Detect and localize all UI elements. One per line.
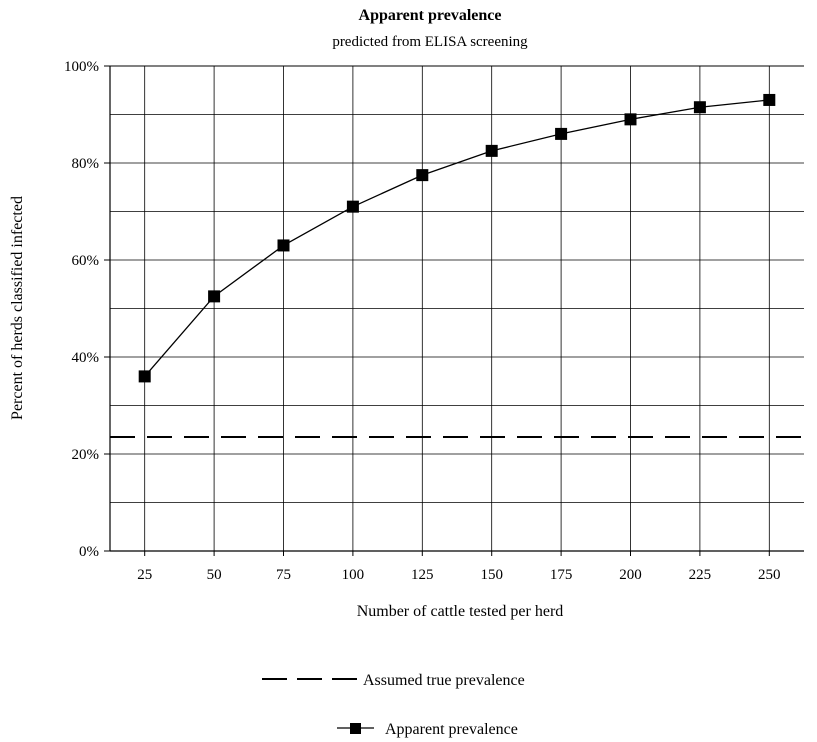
data-point-marker (138, 370, 151, 383)
y-axis-ticks: 0% 20% 40% 60% 80% 100% (64, 59, 110, 560)
y-tick-label: 0% (79, 544, 99, 560)
x-axis-ticks: 25 50 75 100 125 150 175 200 225 250 (137, 551, 781, 583)
legend-label-true-prevalence: Assumed true prevalence (363, 672, 525, 689)
y-tick-label: 100% (64, 59, 99, 75)
y-axis-label: Percent of herds classified infected (9, 196, 26, 420)
x-tick-label: 150 (480, 567, 503, 583)
data-point-marker (555, 127, 568, 140)
x-tick-label: 100 (342, 567, 365, 583)
plot-area (109, 65, 804, 552)
x-tick-label: 225 (689, 567, 712, 583)
series-line (144, 99, 770, 377)
data-point-marker (416, 169, 429, 182)
x-tick-label: 75 (276, 567, 291, 583)
data-point-marker (485, 144, 498, 157)
y-tick-label: 20% (72, 447, 100, 463)
y-tick-label: 60% (72, 253, 100, 269)
y-tick-label: 80% (72, 156, 100, 172)
x-axis-label: Number of cattle tested per herd (357, 603, 564, 620)
data-point-marker (277, 239, 290, 252)
chart-subtitle: predicted from ELISA screening (332, 34, 528, 50)
x-tick-label: 175 (550, 567, 573, 583)
x-tick-label: 250 (758, 567, 781, 583)
chart-title: Apparent prevalence (359, 7, 502, 24)
legend: Assumed true prevalence Apparent prevale… (262, 672, 525, 738)
x-tick-label: 200 (619, 567, 642, 583)
legend-label-apparent-prevalence: Apparent prevalence (385, 721, 518, 738)
data-point-marker (763, 93, 776, 106)
data-point-marker (693, 101, 706, 114)
series-markers (138, 93, 776, 383)
y-tick-label: 40% (72, 350, 100, 366)
x-tick-label: 25 (137, 567, 152, 583)
data-point-marker (346, 200, 359, 213)
x-tick-label: 50 (207, 567, 222, 583)
data-point-marker (208, 290, 221, 303)
x-tick-label: 125 (411, 567, 434, 583)
legend-marker-swatch (350, 723, 361, 734)
grid (110, 66, 804, 551)
data-point-marker (624, 113, 637, 126)
